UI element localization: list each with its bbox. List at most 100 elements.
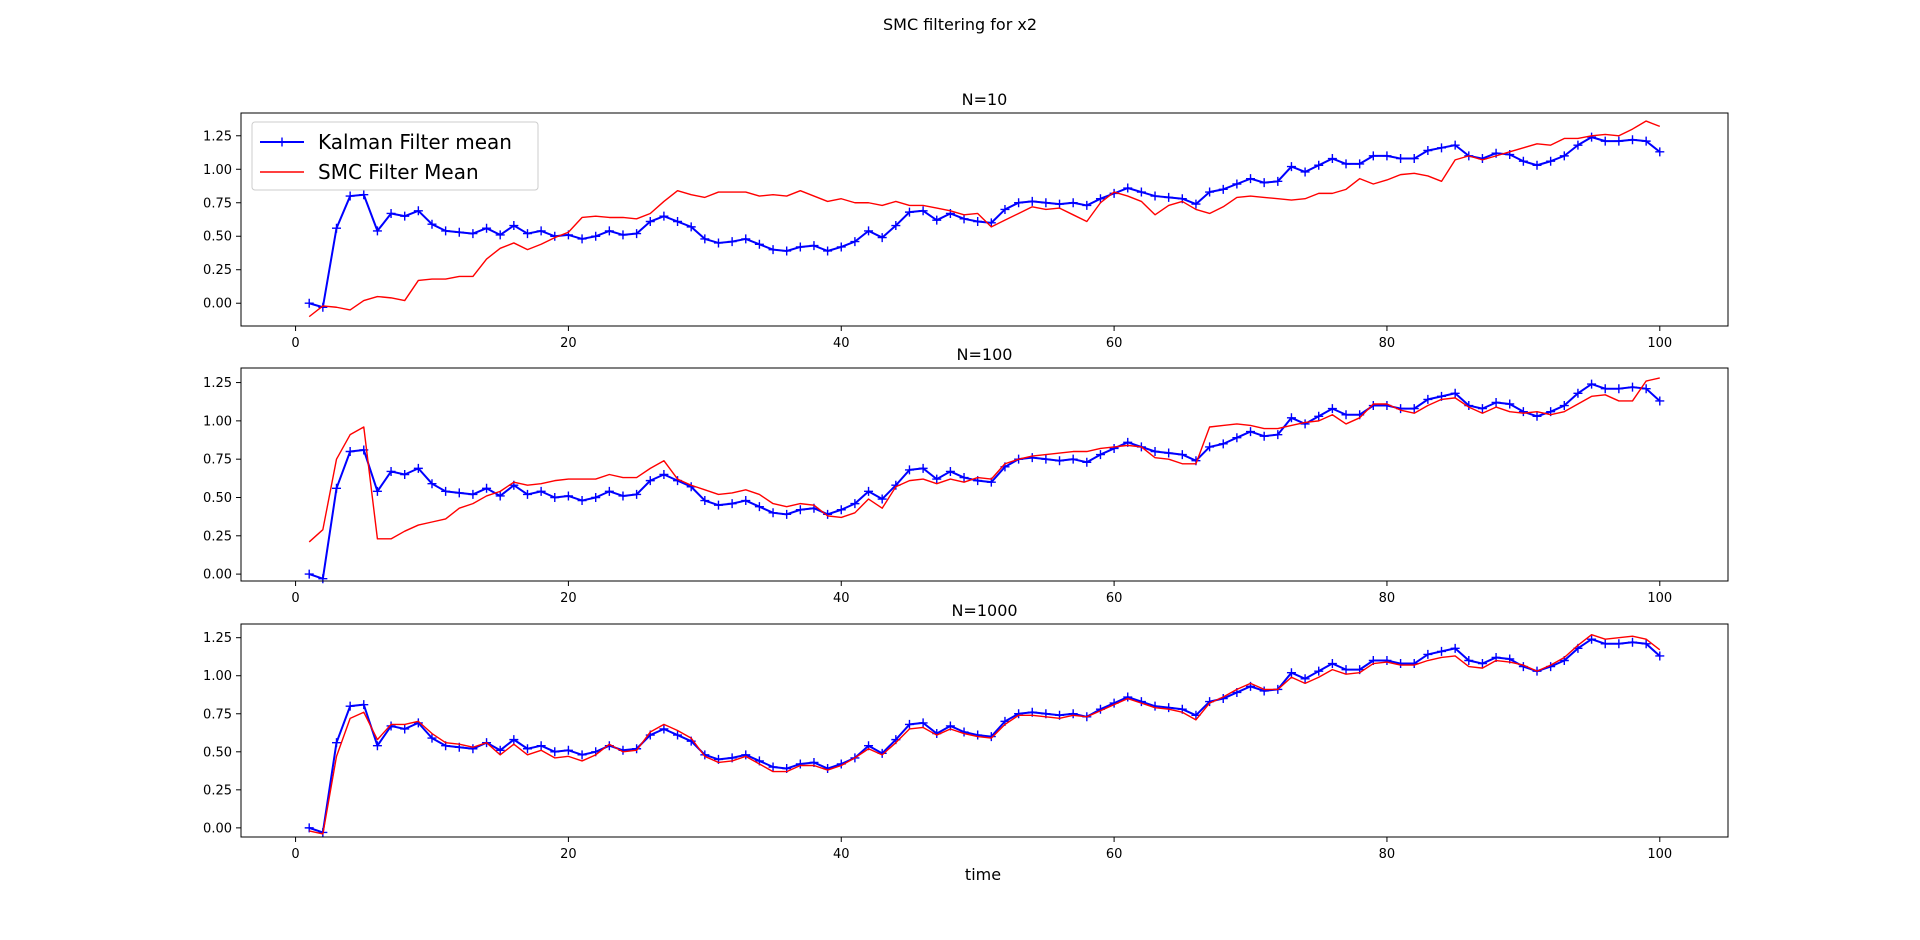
smc-mean-line: [308, 120, 1661, 318]
kalman-point-marker: [1450, 388, 1460, 398]
x-tick-label: 60: [1106, 847, 1123, 862]
y-tick-label: 0.50: [203, 491, 232, 506]
x-tick-label: 80: [1379, 847, 1396, 862]
kalman-point-marker: [618, 230, 628, 240]
y-tick-label: 1.00: [203, 669, 232, 684]
y-tick-label: 0.50: [203, 745, 232, 760]
kalman-point-marker: [1587, 379, 1597, 389]
x-tick-label: 100: [1647, 336, 1672, 351]
kalman-point-marker: [1437, 143, 1447, 153]
kalman-point-marker: [1095, 450, 1105, 460]
kalman-point-marker: [1423, 649, 1433, 659]
kalman-point-marker: [1614, 136, 1624, 146]
y-tick-label: 0.75: [203, 707, 232, 722]
kalman-point-marker: [522, 489, 532, 499]
kalman-point-marker: [577, 750, 587, 760]
kalman-point-marker: [877, 233, 887, 243]
kalman-point-marker: [1232, 433, 1242, 443]
kalman-point-marker: [1409, 154, 1419, 164]
kalman-point-marker: [1600, 384, 1610, 394]
x-tick-label: 40: [833, 591, 850, 606]
kalman-point-marker: [1341, 159, 1351, 169]
kalman-point-marker: [768, 245, 778, 255]
y-tick-label: 1.25: [203, 129, 232, 144]
kalman-point-marker: [1532, 411, 1542, 421]
kalman-point-marker: [1396, 659, 1406, 669]
kalman-point-marker: [713, 238, 723, 248]
kalman-point-marker: [345, 701, 355, 711]
kalman-point-marker: [1164, 703, 1174, 713]
x-tick-label: 80: [1379, 591, 1396, 606]
kalman-point-marker: [1382, 151, 1392, 161]
kalman-point-marker: [1055, 199, 1065, 209]
x-axis-label: time: [965, 865, 1001, 884]
kalman-point-marker: [959, 473, 969, 483]
kalman-point-marker: [468, 489, 478, 499]
subplot-title: N=100: [957, 345, 1013, 364]
kalman-point-marker: [645, 476, 655, 486]
kalman-point-marker: [427, 219, 437, 229]
kalman-point-marker: [495, 745, 505, 755]
kalman-point-marker: [550, 492, 560, 502]
kalman-point-marker: [345, 191, 355, 201]
kalman-point-marker: [1641, 136, 1651, 146]
legend-kalman-label: Kalman Filter mean: [318, 130, 512, 154]
kalman-point-marker: [413, 463, 423, 473]
kalman-point-marker: [768, 762, 778, 772]
kalman-point-marker: [1587, 132, 1597, 142]
kalman-point-marker: [509, 735, 519, 745]
kalman-point-marker: [1150, 447, 1160, 457]
kalman-point-marker: [850, 237, 860, 247]
kalman-point-marker: [1164, 192, 1174, 202]
y-tick-label: 0.75: [203, 453, 232, 468]
kalman-point-marker: [1368, 401, 1378, 411]
kalman-point-marker: [413, 206, 423, 216]
kalman-point-marker: [563, 745, 573, 755]
kalman-point-marker: [522, 229, 532, 239]
kalman-point-marker: [332, 223, 341, 233]
kalman-point-marker: [563, 491, 573, 501]
subplot-2: N=100 0 20 40 60 80 100 0.00 0.25 0.50 0.75 1.00 1.2…: [203, 345, 1729, 606]
kalman-point-marker: [932, 474, 942, 484]
kalman-point-marker: [1136, 187, 1146, 197]
kalman-point-marker: [645, 217, 655, 227]
kalman-point-marker: [318, 574, 328, 584]
subplots-group: N=100 20 40 60 80 1000.000.250.500.751.001.25…: [203, 90, 1729, 862]
kalman-point-marker: [1518, 156, 1528, 166]
kalman-point-marker: [1573, 140, 1583, 150]
kalman-point-marker: [795, 505, 805, 515]
y-tick-label: 1.00: [203, 414, 232, 429]
kalman-point-marker: [1314, 666, 1324, 676]
kalman-point-marker: [1055, 456, 1065, 466]
kalman-point-marker: [754, 502, 764, 512]
kalman-point-marker: [945, 466, 955, 476]
kalman-point-marker: [904, 719, 914, 729]
kalman-point-marker: [659, 724, 669, 734]
kalman-point-marker: [1000, 204, 1010, 214]
kalman-point-marker: [372, 486, 382, 496]
x-tick-label: 40: [833, 847, 850, 862]
kalman-point-marker: [468, 744, 478, 754]
x-tick-label: 20: [560, 847, 577, 862]
kalman-point-marker: [1341, 665, 1351, 675]
kalman-point-marker: [1300, 419, 1310, 429]
kalman-point-marker: [372, 226, 382, 236]
kalman-point-marker: [1218, 184, 1228, 194]
kalman-point-marker: [795, 759, 805, 769]
kalman-mean-line: [308, 638, 1661, 834]
kalman-point-marker: [550, 747, 560, 757]
axes-frame: [240, 623, 1729, 838]
kalman-point-marker: [768, 508, 778, 518]
kalman-point-marker: [1655, 396, 1665, 406]
kalman-point-marker: [1341, 410, 1351, 420]
kalman-point-marker: [1628, 637, 1637, 647]
kalman-point-marker: [1177, 450, 1187, 460]
kalman-point-marker: [1477, 659, 1487, 669]
legend: Kalman Filter mean SMC Filter Mean: [251, 121, 539, 191]
x-tick-label: 20: [560, 336, 577, 351]
kalman-point-marker: [659, 470, 669, 479]
kalman-point-marker: [386, 208, 396, 218]
kalman-point-marker: [1300, 674, 1310, 684]
kalman-point-marker: [864, 226, 874, 236]
subplot-3: N=1000 0 20 40 60 80 100 0.00 0.25 0.50 0.75 1.00 1.…: [203, 601, 1729, 862]
